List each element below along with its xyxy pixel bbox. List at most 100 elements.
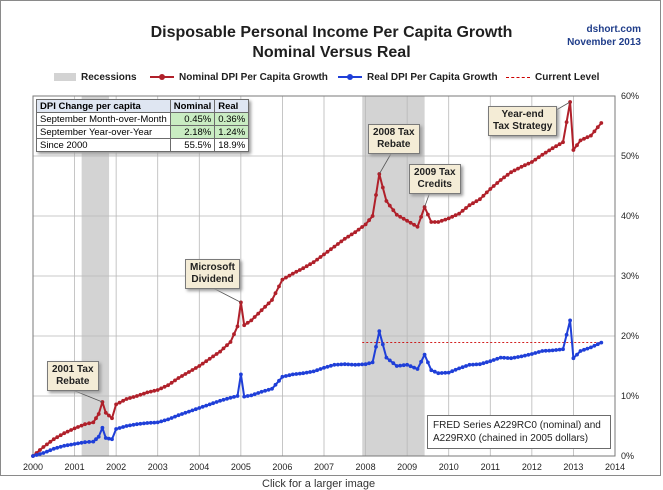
x-tick-label: 2010 <box>439 462 459 472</box>
x-tick-label: 2000 <box>23 462 43 472</box>
real-series-point <box>540 349 545 353</box>
real-series-point <box>422 352 427 357</box>
real-series-point <box>135 422 139 427</box>
nominal-series-point <box>304 264 309 269</box>
nominal-series-point <box>159 386 164 391</box>
real-series-point <box>294 372 299 376</box>
real-series-point <box>100 425 105 430</box>
real-series-point <box>481 361 486 366</box>
real-series-point <box>218 398 223 403</box>
nominal-series-point <box>370 214 375 218</box>
real-series-point <box>239 372 243 377</box>
nominal-series-point <box>58 433 63 438</box>
nominal-series-point <box>273 291 278 296</box>
nominal-series-point <box>311 260 316 265</box>
nominal-series-point <box>180 374 184 378</box>
real-series-point <box>363 362 368 367</box>
real-series-point <box>69 442 73 447</box>
real-series-point <box>155 420 160 425</box>
nominal-series-point <box>51 437 56 442</box>
nominal-series-point <box>398 214 403 219</box>
real-series-point <box>495 356 500 361</box>
real-series-point <box>290 372 295 377</box>
real-series-point <box>48 448 53 453</box>
nominal-series-point <box>204 359 209 364</box>
real-series-point <box>322 365 326 370</box>
real-series-point <box>353 362 358 367</box>
real-series-point <box>200 404 205 409</box>
nominal-series-point <box>329 247 333 252</box>
real-series-point <box>578 349 583 353</box>
nominal-series-point <box>453 213 458 218</box>
nominal-series-point <box>152 388 157 393</box>
nominal-series-point <box>457 211 461 216</box>
real-series-point <box>252 392 257 397</box>
nominal-series-point <box>297 268 302 272</box>
y-tick-label: 60% <box>621 91 639 101</box>
real-series-point <box>259 389 264 394</box>
real-series-point <box>311 369 316 374</box>
nominal-series-point <box>242 323 247 328</box>
callout-line: 2008 Tax <box>373 127 415 138</box>
nominal-series-point <box>505 172 510 177</box>
nominal-series-point <box>446 216 451 221</box>
nominal-series-point <box>502 175 506 180</box>
nominal-series-point <box>277 284 281 289</box>
legend-item-real: Real DPI Per Capita Growth <box>338 72 498 83</box>
table-header: Nominal <box>169 99 216 113</box>
real-series-point <box>58 444 63 449</box>
nominal-series-point <box>148 389 153 394</box>
y-tick-label: 40% <box>621 211 639 221</box>
callout-line: Credits <box>417 179 452 190</box>
real-series-point <box>543 348 548 353</box>
nominal-series-point <box>315 257 319 262</box>
real-series-point <box>207 402 212 407</box>
callout-line: Dividend <box>191 274 234 285</box>
larger-image-link[interactable]: Click for a larger image <box>262 478 376 490</box>
callout-2008-tax-rebate: 2008 Tax Rebate <box>368 124 420 154</box>
nominal-series-point <box>509 170 513 175</box>
real-series-point <box>38 452 42 456</box>
nominal-series-point <box>384 199 389 203</box>
real-series-point <box>152 420 157 425</box>
nominal-series-point <box>94 416 98 421</box>
real-series-point <box>432 369 437 374</box>
real-series-point <box>599 340 604 345</box>
real-series-point <box>72 442 77 446</box>
nominal-series-point <box>193 366 198 370</box>
real-series-point <box>471 362 475 367</box>
nominal-series-point <box>360 225 364 229</box>
real-series-point <box>180 412 184 416</box>
nominal-series-point <box>200 361 205 366</box>
nominal-series-point <box>41 445 46 449</box>
nominal-series-point <box>166 383 171 388</box>
real-series-point <box>87 440 91 444</box>
nominal-series-point <box>488 187 493 191</box>
callout-pointer <box>210 286 242 303</box>
x-tick-label: 2009 <box>397 462 417 472</box>
nominal-series-point <box>284 275 288 280</box>
nominal-series-point <box>128 396 132 400</box>
real-series-point <box>277 378 281 383</box>
callout-line: Year-end <box>501 109 544 120</box>
real-series-point <box>332 362 337 367</box>
real-series-point <box>370 360 375 365</box>
real-series-point <box>190 408 195 413</box>
nominal-series-point <box>429 220 434 224</box>
real-series-point <box>346 362 351 367</box>
real-series-point <box>297 371 302 376</box>
real-series-point <box>582 347 586 352</box>
nominal-series-point <box>245 320 250 325</box>
real-series-point <box>571 356 576 361</box>
real-series-point <box>377 329 382 334</box>
real-series-point <box>329 363 333 368</box>
nominal-series-point <box>578 138 583 143</box>
callout-pointer <box>74 390 103 403</box>
real-series-point <box>211 401 216 406</box>
nominal-series-point <box>443 217 448 222</box>
source-site: dshort.com <box>586 24 641 35</box>
nominal-series-point <box>135 394 139 398</box>
nominal-series-point <box>405 218 409 223</box>
chart-subtitle: Nominal Versus Real <box>252 44 411 61</box>
